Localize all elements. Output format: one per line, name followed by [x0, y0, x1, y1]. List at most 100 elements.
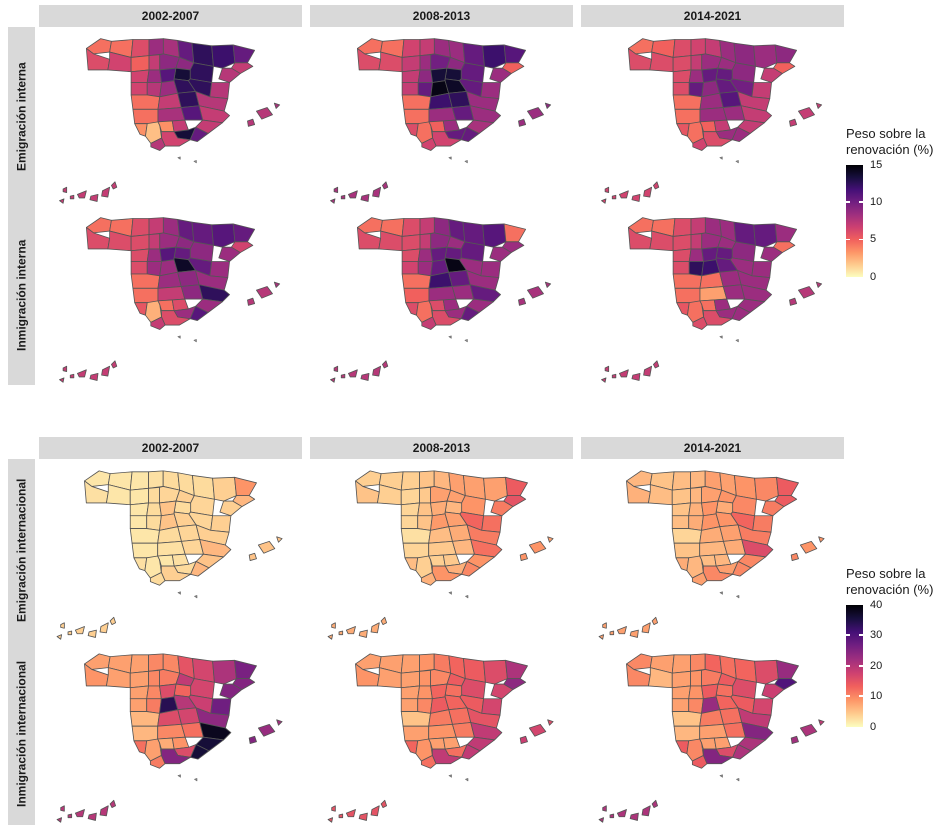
facet-row-strip-emigracion-internacional: Emigración internacional — [8, 459, 35, 642]
province-canarias — [345, 626, 356, 635]
province-canarias — [611, 373, 617, 379]
province-mallorca — [528, 540, 547, 554]
province-canarias — [619, 369, 629, 378]
province-valladolid — [688, 502, 704, 517]
province-valencia — [195, 707, 230, 729]
province-avila — [688, 698, 704, 714]
province-leon — [401, 234, 421, 252]
province-valladolid — [146, 248, 162, 262]
province-menorca — [273, 281, 281, 288]
province-badajoz — [402, 725, 430, 742]
province-mallorca — [527, 107, 544, 120]
province-tarragona — [760, 67, 783, 83]
province-barcelona — [774, 495, 798, 507]
coastal-enclave-dot — [719, 774, 723, 778]
province-segovia — [159, 246, 177, 262]
province-lleida — [754, 659, 779, 685]
map-svg — [601, 217, 823, 383]
province-menorca — [276, 536, 283, 543]
province-ourense — [106, 484, 131, 506]
province-canarias — [651, 799, 659, 809]
province-girona — [232, 44, 256, 64]
province-palencia — [148, 669, 160, 687]
map-svg — [598, 470, 825, 640]
province-canarias — [89, 193, 99, 202]
province-caceres — [130, 273, 161, 289]
province-canarias — [77, 190, 87, 199]
province-ourense — [648, 484, 673, 506]
province-salamanca — [672, 82, 690, 96]
province-canarias — [77, 369, 87, 378]
province-canarias — [330, 377, 336, 383]
province-palencia — [690, 54, 703, 71]
coastal-enclave-dot — [177, 774, 181, 778]
province-canarias — [99, 622, 109, 634]
province-palencia — [690, 669, 702, 687]
province-ibiza — [248, 735, 257, 744]
province-lleida — [211, 44, 236, 69]
province-ciudadreal — [699, 540, 728, 557]
province-castellon — [752, 515, 774, 533]
province-canarias — [340, 373, 346, 379]
province-canarias — [380, 616, 388, 626]
legend-colorbar — [846, 604, 863, 727]
province-valladolid — [688, 248, 704, 262]
coastal-enclave-dot — [193, 339, 197, 343]
map-emigracion-internacional-2002-2007 — [39, 459, 302, 642]
province-canarias — [358, 812, 368, 821]
province-cadiz — [150, 137, 166, 151]
province-canarias — [333, 365, 339, 372]
province-menorca — [547, 719, 554, 726]
province-canarias — [330, 198, 336, 204]
coastal-enclave-dot — [448, 591, 452, 595]
coastal-enclave-dot — [448, 774, 452, 778]
province-valladolid — [146, 502, 162, 517]
province-ourense — [107, 51, 132, 73]
map-svg — [598, 653, 825, 823]
province-valencia — [466, 91, 500, 112]
province-alicante — [198, 105, 230, 124]
province-canarias — [74, 809, 85, 818]
province-lleida — [753, 223, 778, 248]
coastal-enclave-dot — [177, 335, 181, 339]
legend-tickmark — [859, 201, 863, 203]
province-caceres — [671, 711, 702, 727]
province-salamanca — [129, 698, 148, 712]
province-segovia — [159, 67, 177, 83]
province-palencia — [690, 233, 703, 250]
province-leon — [671, 487, 691, 506]
province-almeria — [732, 744, 752, 760]
province-badajoz — [131, 725, 159, 742]
province-salamanca — [400, 698, 419, 712]
legend-tick-label: 0 — [870, 270, 877, 283]
legend-body: 0 5 10 15 — [846, 159, 950, 283]
province-barcelona — [774, 678, 798, 690]
province-canarias — [345, 809, 356, 818]
province-barcelona — [232, 495, 256, 507]
legend-title: Peso sobre la renovación (%) — [846, 126, 950, 158]
province-leon — [401, 55, 421, 73]
province-almeria — [731, 126, 751, 142]
province-canarias — [69, 373, 75, 379]
province-cadiz — [692, 316, 708, 330]
facet-block-internal: 2002-2007 2008-2013 2014-2021 Emigración… — [8, 5, 844, 385]
map-inmigracion-interna-2014-2021 — [581, 206, 844, 385]
province-tarragona — [490, 683, 514, 700]
province-valencia — [737, 524, 772, 546]
facet-column-strip-1: 2002-2007 — [39, 5, 302, 27]
province-almeria — [189, 305, 209, 321]
province-salamanca — [400, 515, 419, 529]
legend-title-line2: renovación (%) — [846, 141, 934, 157]
province-tarragona — [489, 67, 512, 83]
province-salamanca — [129, 515, 148, 529]
province-ciudadreal — [157, 723, 186, 740]
province-segovia — [159, 500, 177, 517]
province-barcelona — [501, 62, 525, 74]
province-ibiza — [248, 552, 257, 561]
province-ibiza — [790, 735, 799, 744]
province-salamanca — [130, 261, 148, 275]
province-caceres — [130, 94, 161, 110]
province-caceres — [400, 711, 431, 727]
province-salamanca — [671, 698, 690, 712]
province-caceres — [401, 94, 432, 110]
